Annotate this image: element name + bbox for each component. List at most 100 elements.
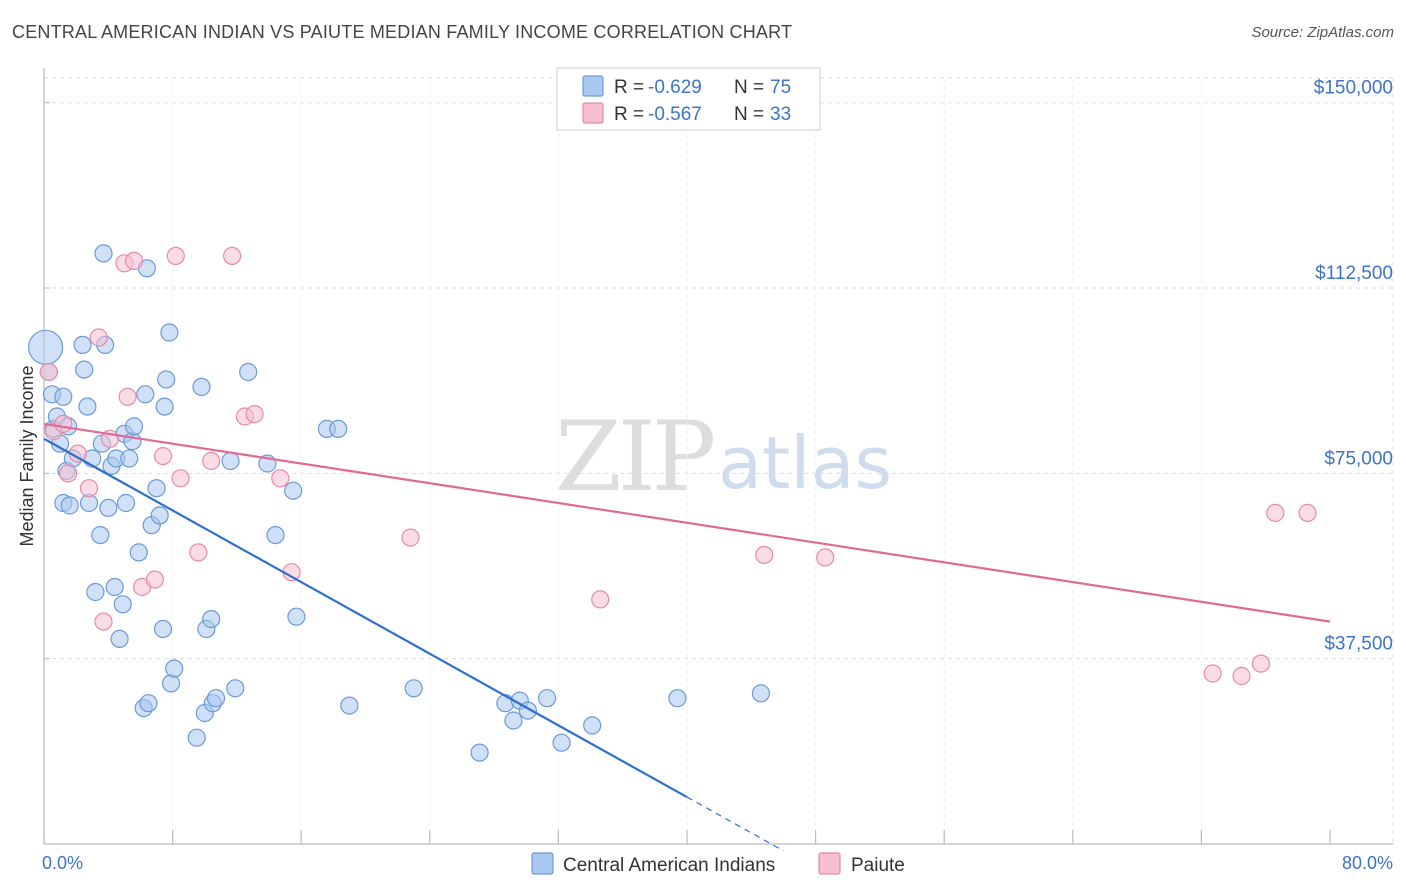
point-paiute	[171, 469, 190, 488]
point-central-american-indians	[27, 329, 64, 365]
tick-labels: $37,500 $75,000 $112,500 $150,000 0.0% 80.0%	[42, 78, 1393, 873]
point-paiute	[1266, 503, 1285, 523]
legend-n-value: 75	[770, 77, 791, 98]
watermark-zip: ZIP	[555, 401, 714, 513]
point-central-american-indians	[86, 582, 105, 602]
point-central-american-indians	[129, 543, 148, 562]
trendline-paiute	[43, 422, 1331, 623]
y-tick-label: $37,500	[1324, 634, 1393, 655]
point-central-american-indians	[668, 689, 687, 708]
point-central-american-indians	[226, 679, 245, 698]
point-central-american-indians	[329, 419, 348, 438]
point-paiute	[94, 612, 113, 631]
point-paiute	[245, 405, 264, 424]
x-tick-label: 80.0%	[1342, 853, 1393, 873]
point-central-american-indians	[94, 244, 113, 263]
point-paiute	[145, 570, 164, 589]
bottom-legend-label: Central American Indians	[563, 855, 775, 876]
point-paiute	[1298, 503, 1317, 523]
point-central-american-indians	[404, 679, 423, 698]
point-central-american-indians	[91, 525, 110, 545]
point-central-american-indians	[120, 449, 139, 468]
point-paiute	[1251, 654, 1271, 673]
point-paiute	[39, 362, 58, 382]
point-paiute	[755, 545, 774, 565]
legend-n-label: N =	[734, 104, 764, 125]
bottom-legend-swatch-central-american-indians	[531, 852, 554, 875]
point-central-american-indians	[73, 335, 92, 354]
point-central-american-indians	[187, 728, 206, 747]
point-central-american-indians	[239, 362, 258, 382]
point-central-american-indians	[537, 689, 557, 708]
point-central-american-indians	[504, 711, 523, 730]
point-paiute	[79, 479, 99, 498]
legend-n-value: 33	[770, 104, 791, 125]
point-central-american-indians	[161, 674, 181, 693]
point-central-american-indians	[99, 498, 118, 517]
legend-r-label: R =	[614, 77, 644, 98]
point-paiute	[223, 246, 242, 265]
trend-lines	[43, 422, 1331, 852]
point-central-american-indians	[160, 323, 179, 342]
point-central-american-indians	[155, 397, 174, 416]
point-paiute	[153, 447, 173, 466]
point-central-american-indians	[60, 496, 79, 515]
point-central-american-indians	[583, 716, 602, 735]
point-central-american-indians	[751, 684, 771, 703]
legend-r-value: -0.629	[648, 77, 702, 98]
point-paiute	[166, 246, 185, 265]
point-paiute	[118, 387, 137, 406]
source-label: Source: ZipAtlas.com	[1251, 24, 1394, 41]
point-central-american-indians	[206, 689, 226, 708]
point-paiute	[124, 251, 144, 270]
point-central-american-indians	[147, 479, 166, 498]
point-paiute	[89, 328, 108, 347]
point-paiute	[189, 543, 208, 562]
point-central-american-indians	[287, 607, 306, 626]
axes	[43, 68, 1393, 845]
point-central-american-indians	[470, 743, 489, 762]
legend-swatch-central-american-indians	[582, 75, 604, 97]
point-paiute	[1232, 666, 1251, 686]
point-central-american-indians	[202, 609, 221, 629]
y-tick-label: $150,000	[1314, 78, 1393, 99]
point-paiute	[816, 548, 835, 567]
legend-r-value: -0.567	[648, 104, 702, 125]
point-central-american-indians	[54, 387, 73, 406]
point-paiute	[202, 451, 221, 471]
point-central-american-indians	[157, 370, 176, 389]
legend-r-label: R =	[614, 104, 644, 125]
point-paiute	[58, 464, 78, 483]
point-central-american-indians	[136, 385, 155, 404]
point-central-american-indians	[116, 493, 136, 513]
bottom-legend-swatch-paiute	[818, 852, 841, 875]
point-central-american-indians	[153, 619, 173, 639]
point-central-american-indians	[110, 629, 129, 649]
y-tick-label: $75,000	[1324, 448, 1393, 469]
point-central-american-indians	[105, 577, 124, 597]
point-central-american-indians	[75, 360, 94, 379]
bottom-legend-label: Paiute	[851, 855, 905, 876]
point-paiute	[1203, 664, 1222, 683]
trendline-central-american-indians	[43, 437, 688, 799]
point-central-american-indians	[340, 696, 359, 715]
point-central-american-indians	[124, 417, 144, 436]
y-tick-label: $112,500	[1315, 263, 1393, 284]
point-central-american-indians	[552, 733, 571, 752]
point-central-american-indians	[150, 506, 169, 525]
legend-n-label: N =	[734, 77, 764, 98]
point-central-american-indians	[221, 451, 240, 471]
y-axis-title: Median Family Income	[17, 365, 37, 546]
watermark: ZIP atlas	[555, 401, 892, 513]
trendline-extension	[686, 796, 784, 852]
point-central-american-indians	[266, 525, 285, 545]
x-tick-label: 0.0%	[42, 853, 83, 873]
point-central-american-indians	[139, 694, 158, 713]
point-central-american-indians	[78, 397, 97, 416]
watermark-atlas: atlas	[718, 421, 892, 505]
legend-swatch-paiute	[582, 102, 604, 124]
point-paiute	[54, 414, 73, 433]
point-central-american-indians	[192, 377, 211, 396]
point-paiute	[401, 528, 420, 547]
